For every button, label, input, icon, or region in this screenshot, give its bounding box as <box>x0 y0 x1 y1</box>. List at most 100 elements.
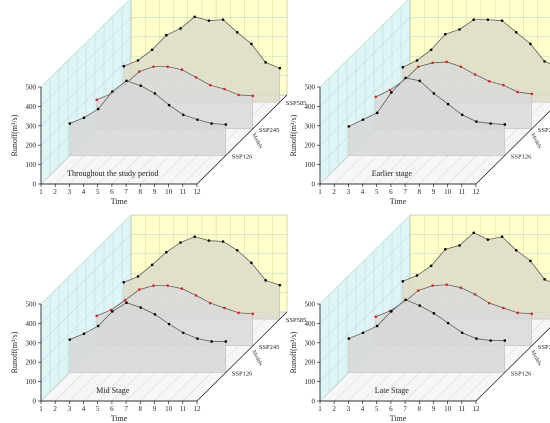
data-point-SSP245 <box>502 306 505 310</box>
x-tick-label: 8 <box>418 188 422 196</box>
y-tick-label: 400 <box>305 103 316 111</box>
series-line-SSP585 <box>123 236 280 286</box>
data-point-SSP245 <box>138 288 141 291</box>
series-line-SSP126 <box>348 299 505 341</box>
data-point-SSP126 <box>167 322 171 326</box>
x-tick-label: 12 <box>473 188 481 196</box>
data-point-SSP585 <box>486 238 490 241</box>
x-tick-label: 7 <box>403 405 407 413</box>
data-point-SSP245 <box>459 286 463 289</box>
chart-panel-4: SSP585SSP245SSP1260100200300400500123456… <box>289 214 550 423</box>
data-point-SSP245 <box>516 90 519 94</box>
x-tick-label: 9 <box>432 405 436 413</box>
x-tick-label: 6 <box>110 405 114 413</box>
data-point-SSP126 <box>82 332 86 336</box>
x-tick-label: 2 <box>332 405 336 413</box>
chart-panel-2: SSP585SSP245SSP1260100200300400500123456… <box>289 0 550 206</box>
x-tick-label: 7 <box>124 188 128 196</box>
data-point-SSP585 <box>514 30 518 34</box>
y-tick-label: 300 <box>26 339 37 347</box>
data-point-SSP585 <box>193 235 197 238</box>
x-gridline-floor <box>182 311 273 402</box>
panel-title: Late Stage <box>375 386 409 395</box>
data-point-SSP585 <box>415 59 419 62</box>
data-point-SSP585 <box>278 66 282 70</box>
y-tick-label: 300 <box>305 122 316 130</box>
depth-axis <box>196 94 288 185</box>
data-point-SSP585 <box>264 279 267 282</box>
data-point-SSP245 <box>417 65 420 69</box>
data-point-SSP126 <box>432 312 436 315</box>
panel-title: Throughout the study period <box>67 169 158 178</box>
y-tick-label: 100 <box>305 378 316 386</box>
y-tick-label: 300 <box>26 122 37 130</box>
x-tick-label: 3 <box>68 405 72 413</box>
x-tick-label: 3 <box>347 188 351 196</box>
x-tick-label: 8 <box>139 188 143 196</box>
data-point-SSP245 <box>445 60 449 64</box>
data-point-SSP245 <box>180 68 184 71</box>
data-point-SSP585 <box>207 19 211 22</box>
series-line-SSP245 <box>96 285 253 317</box>
x-tick-label: 4 <box>361 188 365 196</box>
series-label-SSP126: SSP126 <box>511 154 532 161</box>
data-point-SSP585 <box>165 250 168 254</box>
y-axis-title: Runoff(m³/s) <box>289 331 298 373</box>
series-line-SSP585 <box>123 16 280 69</box>
series-label-SSP245: SSP245 <box>538 344 550 351</box>
data-point-SSP126 <box>181 331 185 335</box>
x-axis-title: Time <box>390 197 407 206</box>
data-point-SSP126 <box>139 306 143 309</box>
depth-axis-title: Models <box>250 349 263 366</box>
series-line-SSP585 <box>402 232 550 282</box>
x-tick-label: 7 <box>124 405 128 413</box>
series-label-SSP245: SSP245 <box>259 344 280 351</box>
data-point-SSP245 <box>473 73 477 76</box>
data-point-SSP585 <box>193 15 197 19</box>
data-point-SSP126 <box>139 84 143 87</box>
data-point-SSP126 <box>503 339 507 342</box>
y-axis-title: Runoff(m³/s) <box>10 114 19 156</box>
data-point-SSP126 <box>375 324 379 328</box>
data-point-SSP126 <box>125 79 128 83</box>
data-point-SSP585 <box>165 33 168 37</box>
x-axis-title: Time <box>390 414 407 423</box>
data-point-SSP126 <box>210 340 213 343</box>
data-point-SSP585 <box>136 275 140 278</box>
series-line-SSP126 <box>69 302 226 342</box>
data-point-SSP585 <box>136 59 140 62</box>
data-point-SSP585 <box>529 42 532 46</box>
data-point-SSP585 <box>264 61 267 64</box>
x-tick-label: 6 <box>110 188 114 196</box>
data-point-SSP126 <box>390 91 393 94</box>
data-point-SSP126 <box>125 301 128 304</box>
data-point-SSP245 <box>180 287 184 290</box>
data-point-SSP126 <box>68 338 72 341</box>
x-axis-title: Time <box>111 414 128 423</box>
y-tick-label: 500 <box>305 301 316 309</box>
data-point-SSP245 <box>516 311 519 315</box>
data-point-SSP585 <box>250 261 253 265</box>
y-tick-label: 0 <box>312 398 316 406</box>
data-point-SSP245 <box>166 65 170 69</box>
x-tick-label: 9 <box>432 188 436 196</box>
data-point-SSP585 <box>500 235 504 238</box>
x-tick-label: 5 <box>96 188 100 196</box>
data-point-SSP126 <box>111 310 114 313</box>
data-point-SSP245 <box>417 289 420 292</box>
x-tick-label: 1 <box>39 188 43 196</box>
data-point-SSP126 <box>489 122 492 125</box>
data-point-SSP585 <box>235 30 239 34</box>
y-tick-label: 200 <box>26 359 37 367</box>
data-point-SSP245 <box>473 293 477 296</box>
data-point-SSP245 <box>530 92 534 96</box>
series-label-SSP585: SSP585 <box>286 100 307 107</box>
data-point-SSP126 <box>111 90 114 93</box>
data-point-SSP585 <box>529 259 532 263</box>
x-tick-label: 10 <box>165 405 173 413</box>
data-point-SSP126 <box>418 79 422 83</box>
x-tick-label: 5 <box>375 405 379 413</box>
data-point-SSP245 <box>431 284 434 287</box>
data-point-SSP585 <box>486 18 490 21</box>
